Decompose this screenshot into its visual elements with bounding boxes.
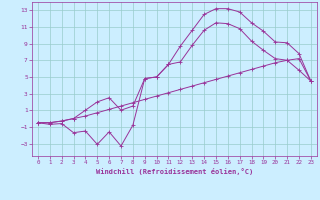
X-axis label: Windchill (Refroidissement éolien,°C): Windchill (Refroidissement éolien,°C) — [96, 168, 253, 175]
